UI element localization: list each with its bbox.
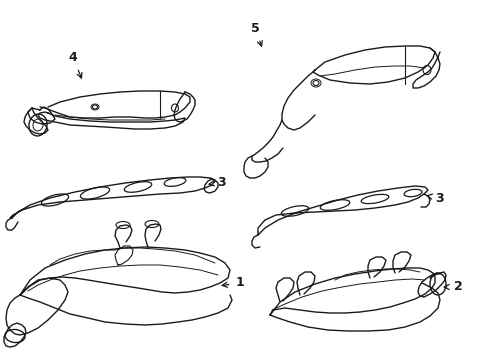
Text: 1: 1: [222, 276, 244, 289]
Text: 5: 5: [250, 22, 262, 46]
Text: 3: 3: [209, 176, 226, 189]
Text: 4: 4: [68, 50, 82, 78]
Text: 2: 2: [443, 280, 462, 293]
Text: 3: 3: [426, 192, 444, 204]
